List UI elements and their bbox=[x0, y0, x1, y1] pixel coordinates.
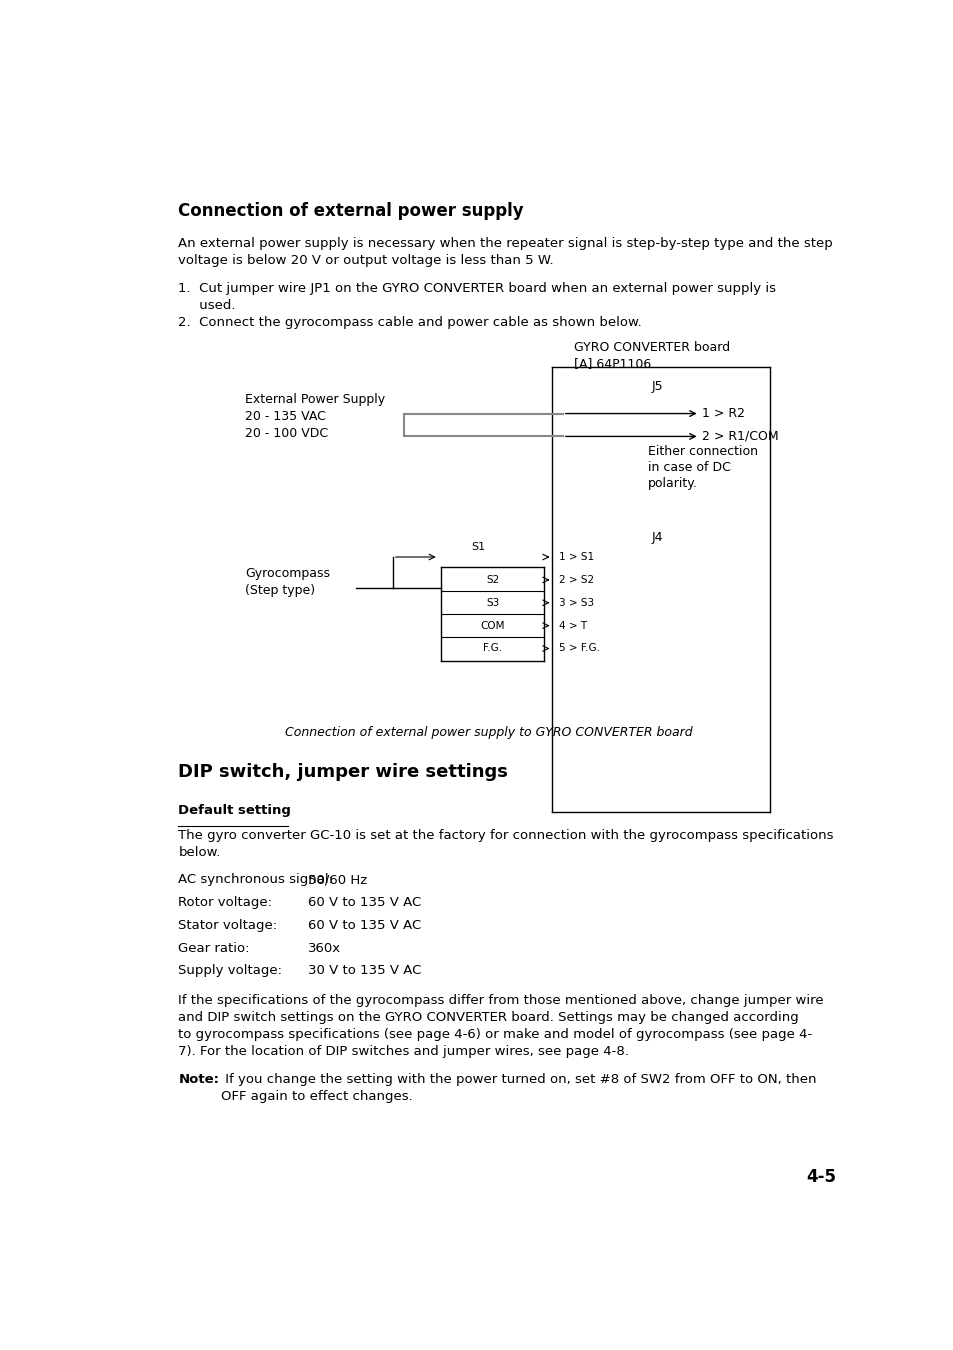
Text: 1.  Cut jumper wire JP1 on the GYRO CONVERTER board when an external power suppl: 1. Cut jumper wire JP1 on the GYRO CONVE… bbox=[178, 282, 776, 312]
Text: 50/60 Hz: 50/60 Hz bbox=[308, 873, 367, 886]
Text: 2.  Connect the gyrocompass cable and power cable as shown below.: 2. Connect the gyrocompass cable and pow… bbox=[178, 316, 641, 329]
Text: 1 > R2: 1 > R2 bbox=[701, 408, 744, 420]
Text: DIP switch, jumper wire settings: DIP switch, jumper wire settings bbox=[178, 763, 508, 780]
Text: J5: J5 bbox=[651, 381, 662, 393]
Text: Gear ratio:: Gear ratio: bbox=[178, 942, 250, 954]
Text: 30 V to 135 V AC: 30 V to 135 V AC bbox=[308, 964, 420, 977]
Text: 5 > F.G.: 5 > F.G. bbox=[558, 644, 599, 653]
Text: J4: J4 bbox=[651, 531, 662, 544]
Text: 60 V to 135 V AC: 60 V to 135 V AC bbox=[308, 896, 420, 909]
Text: Rotor voltage:: Rotor voltage: bbox=[178, 896, 273, 909]
Text: S2: S2 bbox=[485, 575, 498, 585]
Text: 360x: 360x bbox=[308, 942, 340, 954]
Text: Note:: Note: bbox=[178, 1073, 219, 1085]
Text: AC synchronous signal:: AC synchronous signal: bbox=[178, 873, 333, 886]
Text: 1 > S1: 1 > S1 bbox=[558, 552, 594, 562]
Text: 3 > S3: 3 > S3 bbox=[558, 598, 594, 608]
Text: Stator voltage:: Stator voltage: bbox=[178, 919, 277, 931]
Text: If the specifications of the gyrocompass differ from those mentioned above, chan: If the specifications of the gyrocompass… bbox=[178, 994, 823, 1057]
Text: Either connection
in case of DC
polarity.: Either connection in case of DC polarity… bbox=[647, 444, 757, 490]
Text: If you change the setting with the power turned on, set #8 of SW2 from OFF to ON: If you change the setting with the power… bbox=[220, 1073, 815, 1103]
Text: 2 > S2: 2 > S2 bbox=[558, 575, 594, 585]
Text: Default setting: Default setting bbox=[178, 805, 291, 817]
Text: Connection of external power supply: Connection of external power supply bbox=[178, 201, 523, 220]
Text: S3: S3 bbox=[485, 598, 498, 608]
Text: The gyro converter GC-10 is set at the factory for connection with the gyrocompa: The gyro converter GC-10 is set at the f… bbox=[178, 829, 833, 860]
Text: Connection of external power supply to GYRO CONVERTER board: Connection of external power supply to G… bbox=[285, 726, 692, 740]
Text: 4 > T: 4 > T bbox=[558, 621, 587, 630]
Text: An external power supply is necessary when the repeater signal is step-by-step t: An external power supply is necessary wh… bbox=[178, 236, 832, 267]
Text: Gyrocompass
(Step type): Gyrocompass (Step type) bbox=[245, 567, 330, 598]
Text: 4-5: 4-5 bbox=[805, 1168, 836, 1187]
Text: 2 > R1/COM: 2 > R1/COM bbox=[701, 429, 778, 443]
Text: Supply voltage:: Supply voltage: bbox=[178, 964, 282, 977]
Text: 60 V to 135 V AC: 60 V to 135 V AC bbox=[308, 919, 420, 931]
Text: GYRO CONVERTER board
[A] 64P1106: GYRO CONVERTER board [A] 64P1106 bbox=[574, 340, 729, 370]
Text: F.G.: F.G. bbox=[482, 644, 501, 653]
Text: External Power Supply
20 - 135 VAC
20 - 100 VDC: External Power Supply 20 - 135 VAC 20 - … bbox=[245, 393, 385, 440]
Text: COM: COM bbox=[480, 621, 504, 630]
Text: S1: S1 bbox=[470, 541, 484, 552]
